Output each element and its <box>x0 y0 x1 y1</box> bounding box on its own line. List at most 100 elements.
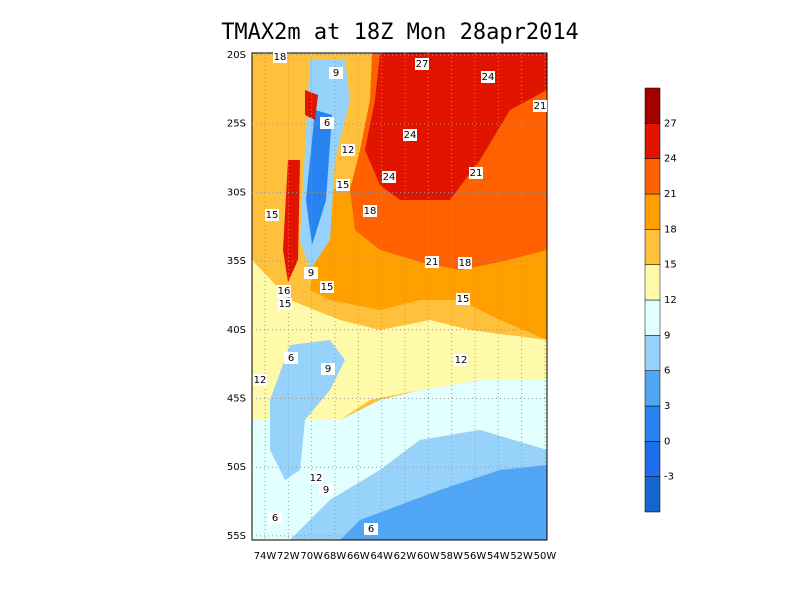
lat-label: 35S <box>227 256 246 267</box>
contour-label: 12 <box>342 145 355 156</box>
contour-label: 9 <box>308 268 314 279</box>
contour-label: 18 <box>364 206 377 217</box>
colorbar-label: 6 <box>664 366 670 377</box>
contour-label-box <box>277 285 291 297</box>
colorbar-label: 18 <box>664 224 677 235</box>
contour-label-box <box>268 512 282 524</box>
colorbar-bin <box>644 441 661 477</box>
colorbar-label: 21 <box>664 189 677 200</box>
contour-label-box <box>321 363 335 375</box>
contour-label: 15 <box>279 299 292 310</box>
colorbar-label: 24 <box>664 154 677 165</box>
colorbar-label: 0 <box>664 436 670 447</box>
contour-label-box <box>284 352 298 364</box>
contour-label-box <box>364 523 378 535</box>
contour-label: 15 <box>266 210 279 221</box>
contour-label: 9 <box>333 68 339 79</box>
colorbar-bin <box>644 158 661 195</box>
lat-label: 45S <box>227 394 246 405</box>
contour-label-box <box>469 167 483 179</box>
contour-label: 24 <box>383 172 396 183</box>
contour-label-box <box>320 281 334 293</box>
lon-label: 58W <box>440 551 463 562</box>
contour-label-box <box>319 484 333 496</box>
contour-label: 9 <box>323 485 329 496</box>
colorbar-bin <box>644 193 661 230</box>
colorbar-label: 3 <box>664 401 670 412</box>
contour-label-box <box>253 374 267 386</box>
lon-label: 64W <box>370 551 393 562</box>
contour-label: 6 <box>368 524 374 535</box>
contour-label-box <box>403 129 417 141</box>
lat-label: 30S <box>227 187 246 198</box>
lon-label: 68W <box>324 551 347 562</box>
contour-label: 6 <box>324 118 330 129</box>
contour-label-box <box>273 51 287 63</box>
contour-label-box <box>533 100 547 112</box>
lat-label: 40S <box>227 325 246 336</box>
lon-label: 52W <box>510 551 533 562</box>
colorbar-label: 15 <box>664 260 677 271</box>
colorbar: -3 0 3 6 9 12 15 18 21 24 27 <box>644 87 677 513</box>
contour-label: 15 <box>321 282 334 293</box>
contour-label-box <box>481 71 495 83</box>
lon-label: 50W <box>534 551 557 562</box>
colorbar-label: 9 <box>664 330 670 341</box>
colorbar-label: -3 <box>664 472 674 483</box>
contour-label-box <box>304 267 318 279</box>
contour-label: 12 <box>310 473 323 484</box>
contour-label: 21 <box>534 101 547 112</box>
contour-label: 24 <box>404 130 417 141</box>
contour-label: 18 <box>459 258 472 269</box>
lon-label: 62W <box>394 551 417 562</box>
contour-label: 9 <box>325 364 331 375</box>
lon-label: 60W <box>417 551 440 562</box>
contour-label-box <box>320 117 334 129</box>
contour-label: 16 <box>278 286 291 297</box>
contour-label-box <box>458 257 472 269</box>
colorbar-bin <box>644 299 661 336</box>
lon-label: 74W <box>254 551 277 562</box>
colorbar-bin <box>644 370 661 407</box>
colorbar-label: 12 <box>664 295 677 306</box>
contour-label-box <box>309 472 323 484</box>
contour-label: 21 <box>470 168 483 179</box>
lat-label: 55S <box>227 531 246 542</box>
lon-label: 72W <box>277 551 300 562</box>
colorbar-bin <box>644 264 661 301</box>
lon-label: 70W <box>300 551 323 562</box>
lat-label: 25S <box>227 119 246 130</box>
contour-label: 21 <box>426 257 439 268</box>
contour-label-box <box>425 256 439 268</box>
title: TMAX2m at 18Z Mon 28apr2014 <box>221 20 579 45</box>
contour-label-box <box>341 144 355 156</box>
contour-label-box <box>336 179 350 191</box>
contour-label: 12 <box>455 355 468 366</box>
contour-label-box <box>415 58 429 70</box>
contour-label: 24 <box>482 72 495 83</box>
contour-label-box <box>329 67 343 79</box>
lon-label: 66W <box>347 551 370 562</box>
colorbar-label: 27 <box>664 118 677 129</box>
colorbar-bin <box>644 87 661 124</box>
lat-label: 20S <box>227 50 246 61</box>
contour-label-box <box>363 205 377 217</box>
contour-label: 18 <box>274 52 287 63</box>
colorbar-bin <box>644 123 661 159</box>
lon-label: 56W <box>464 551 487 562</box>
contour-label-box <box>382 171 396 183</box>
contour-label: 15 <box>337 180 350 191</box>
contour-label: 27 <box>416 59 429 70</box>
contour-label-box <box>454 354 468 366</box>
colorbar-bin <box>644 405 661 442</box>
contour-label: 12 <box>254 375 267 386</box>
contour-label-box <box>278 298 292 310</box>
lat-label: 50S <box>227 462 246 473</box>
contour-label: 6 <box>288 353 294 364</box>
contour-label: 6 <box>272 513 278 524</box>
contour-label: 15 <box>457 294 470 305</box>
colorbar-bin <box>644 229 661 265</box>
colorbar-bin <box>644 476 661 513</box>
lon-label: 54W <box>487 551 510 562</box>
